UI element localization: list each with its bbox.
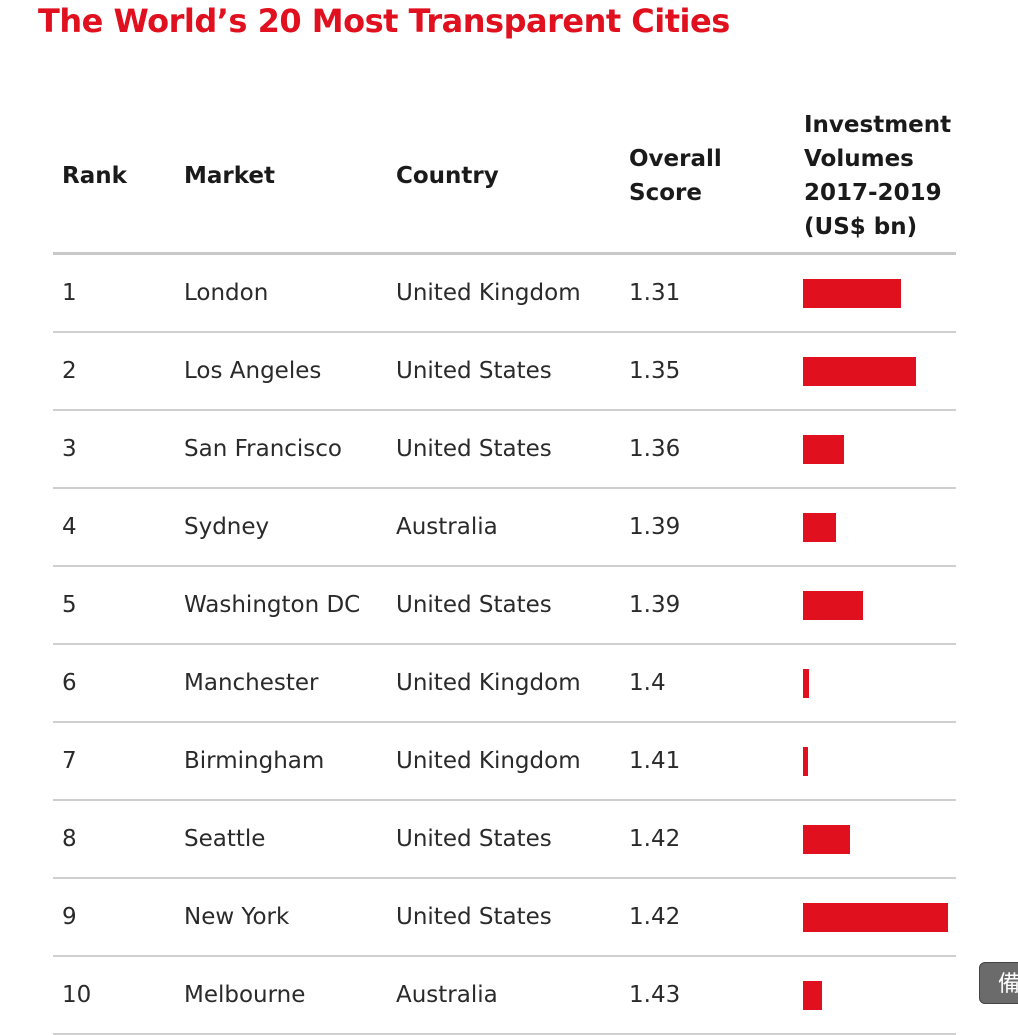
- side-tab-button[interactable]: 備: [979, 962, 1018, 1004]
- table-row: 2 Los Angeles United States 1.35: [53, 333, 956, 411]
- market-cell: San Francisco: [184, 436, 343, 462]
- market-cell: Washington DC: [184, 592, 361, 618]
- table-row: 9 New York United States 1.42: [53, 879, 956, 957]
- investment-bar: [803, 279, 901, 308]
- market-cell: London: [184, 280, 269, 306]
- header-line: Volumes: [804, 146, 914, 172]
- header-line: Overall: [629, 146, 722, 172]
- rank-cell: 6: [62, 670, 77, 696]
- market-cell: Los Angeles: [184, 358, 322, 384]
- rank-cell: 8: [62, 826, 77, 852]
- header-label: Country: [396, 159, 499, 193]
- table-header: Rank Market Country Overall Score Investm…: [53, 100, 956, 255]
- table-row: 8 Seattle United States 1.42: [53, 801, 956, 879]
- header-label: Rank: [62, 159, 127, 193]
- country-cell: United Kingdom: [396, 670, 581, 696]
- header-market: Market: [184, 100, 275, 252]
- rank-cell: 7: [62, 748, 77, 774]
- rank-cell: 2: [62, 358, 77, 384]
- investment-cell: [803, 255, 953, 331]
- country-cell: United States: [396, 436, 552, 462]
- score-cell: 1.42: [629, 826, 681, 852]
- investment-bar: [803, 669, 809, 698]
- investment-bar: [803, 591, 863, 620]
- header-line: Score: [629, 180, 702, 206]
- market-cell: New York: [184, 904, 290, 930]
- market-cell: Melbourne: [184, 982, 306, 1008]
- investment-cell: [803, 723, 953, 799]
- investment-cell: [803, 801, 953, 877]
- rank-cell: 1: [62, 280, 77, 306]
- header-country: Country: [396, 100, 499, 252]
- country-cell: Australia: [396, 982, 498, 1008]
- rankings-table: Rank Market Country Overall Score Investm…: [53, 100, 956, 1035]
- score-cell: 1.4: [629, 670, 666, 696]
- score-cell: 1.36: [629, 436, 681, 462]
- investment-bar: [803, 357, 916, 386]
- header-label: Market: [184, 159, 275, 193]
- investment-cell: [803, 411, 953, 487]
- rank-cell: 5: [62, 592, 77, 618]
- table-row: 4 Sydney Australia 1.39: [53, 489, 956, 567]
- investment-cell: [803, 645, 953, 721]
- score-cell: 1.41: [629, 748, 681, 774]
- country-cell: United States: [396, 904, 552, 930]
- rank-cell: 9: [62, 904, 77, 930]
- header-line: Country: [396, 163, 499, 189]
- country-cell: United Kingdom: [396, 280, 581, 306]
- header-line: Investment: [804, 112, 952, 138]
- investment-bar: [803, 513, 837, 542]
- header-label: Overall Score: [629, 142, 722, 210]
- rank-cell: 3: [62, 436, 77, 462]
- header-label: Investment Volumes 2017-2019 (US$ bn): [804, 108, 951, 244]
- table-row: 5 Washington DC United States 1.39: [53, 567, 956, 645]
- market-cell: Sydney: [184, 514, 270, 540]
- market-cell: Birmingham: [184, 748, 325, 774]
- rank-cell: 10: [62, 982, 92, 1008]
- score-cell: 1.35: [629, 358, 681, 384]
- country-cell: United States: [396, 358, 552, 384]
- investment-cell: [803, 567, 953, 643]
- table-row: 7 Birmingham United Kingdom 1.41: [53, 723, 956, 801]
- header-rank: Rank: [62, 100, 127, 252]
- country-cell: United Kingdom: [396, 748, 581, 774]
- investment-cell: [803, 879, 953, 955]
- header-line: Rank: [62, 163, 127, 189]
- header-line: 2017-2019: [804, 180, 942, 206]
- header-investment-volumes: Investment Volumes 2017-2019 (US$ bn): [804, 100, 951, 252]
- page-title: The World’s 20 Most Transparent Cities: [38, 2, 730, 40]
- investment-cell: [803, 333, 953, 409]
- investment-bar: [803, 825, 851, 854]
- market-cell: Manchester: [184, 670, 319, 696]
- header-line: (US$ bn): [804, 214, 918, 240]
- table-row: 10 Melbourne Australia 1.43: [53, 957, 956, 1035]
- investment-cell: [803, 957, 953, 1033]
- investment-bar: [803, 981, 822, 1010]
- investment-bar: [803, 435, 845, 464]
- country-cell: Australia: [396, 514, 498, 540]
- table-row: 3 San Francisco United States 1.36: [53, 411, 956, 489]
- investment-bar: [803, 903, 948, 932]
- investment-cell: [803, 489, 953, 565]
- score-cell: 1.39: [629, 514, 681, 540]
- country-cell: United States: [396, 592, 552, 618]
- country-cell: United States: [396, 826, 552, 852]
- table-body: 1 London United Kingdom 1.31 2 Los Angeles Uni…: [53, 255, 956, 1035]
- table-row: 1 London United Kingdom 1.31: [53, 255, 956, 333]
- header-line: Market: [184, 163, 276, 189]
- score-cell: 1.42: [629, 904, 681, 930]
- market-cell: Seattle: [184, 826, 266, 852]
- score-cell: 1.39: [629, 592, 681, 618]
- table-row: 6 Manchester United Kingdom 1.4: [53, 645, 956, 723]
- score-cell: 1.43: [629, 982, 681, 1008]
- investment-bar: [803, 747, 808, 776]
- rank-cell: 4: [62, 514, 77, 540]
- score-cell: 1.31: [629, 280, 681, 306]
- header-overall-score: Overall Score: [629, 100, 722, 252]
